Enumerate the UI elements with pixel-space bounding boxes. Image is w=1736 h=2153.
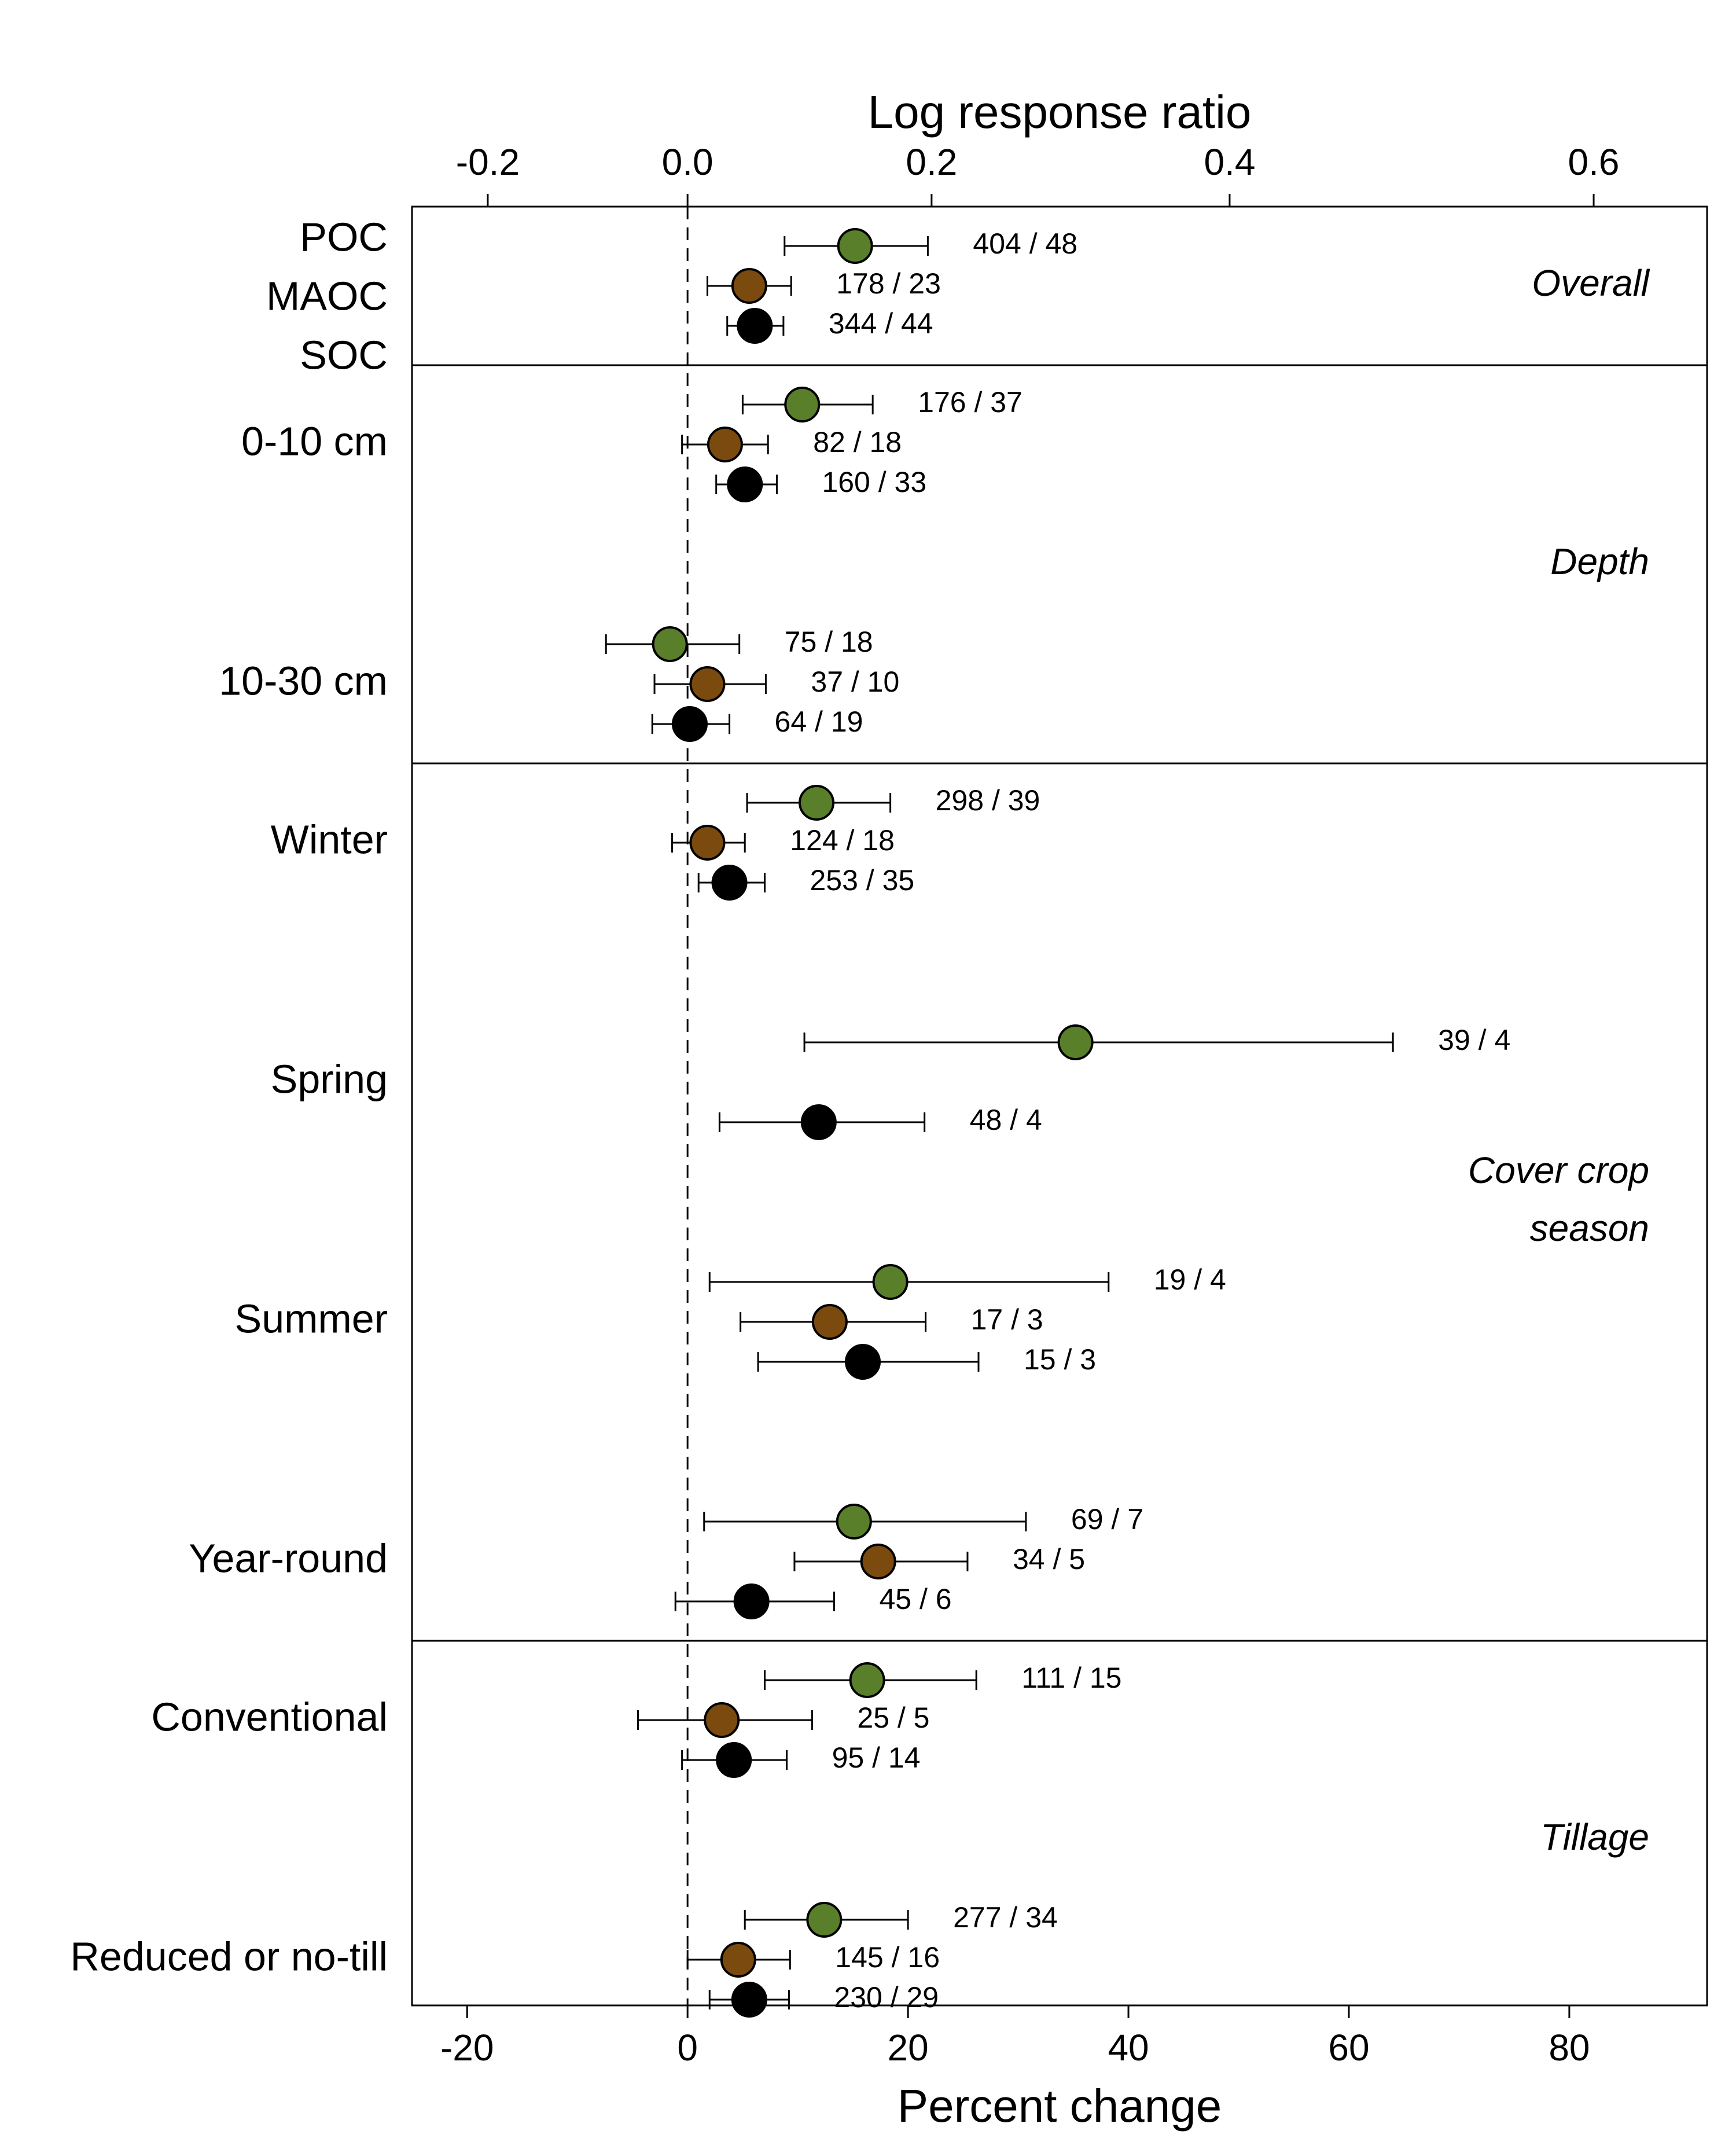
point-poc [836,1504,872,1540]
bottom-tick-label: 80 [1549,2027,1590,2069]
sample-size-label: 230 / 29 [834,1981,939,2014]
point-soc [733,1583,770,1619]
bottom-tick-label: 20 [888,2027,929,2069]
point-maoc [860,1544,896,1579]
point-poc [799,785,835,821]
group-label: 10-30 cm [219,658,388,703]
point-poc [806,1902,843,1938]
bottom-tick-label: -20 [440,2027,494,2069]
sample-size-label: 34 / 5 [1013,1543,1085,1575]
sample-size-label: 176 / 37 [918,386,1023,418]
point-soc [711,865,748,901]
point-poc [1057,1024,1094,1060]
bottom-tick-label: 40 [1108,2027,1149,2069]
sample-size-label: 124 / 18 [790,824,895,857]
sample-size-label: 145 / 16 [835,1941,940,1974]
sample-size-label: 48 / 4 [970,1104,1042,1136]
group-label: Spring [271,1056,388,1101]
sample-size-label: 160 / 33 [822,466,926,498]
sample-size-label: 25 / 5 [857,1702,929,1734]
bottom-tick-label: 0 [677,2027,698,2069]
group-label: Reduced or no-till [70,1934,388,1979]
point-soc [671,706,708,742]
sample-size-label: 64 / 19 [775,706,863,738]
point-maoc [704,1702,740,1738]
bottom-axis-title: Percent change [898,2080,1222,2132]
panel-label: Tillage [1540,1816,1649,1858]
point-soc [737,308,773,344]
sample-size-label: 111 / 15 [1021,1662,1121,1694]
row-label: MAOC [266,273,388,318]
sample-size-label: 82 / 18 [813,426,902,458]
row-label: POC [300,214,388,259]
point-maoc [720,1942,756,1978]
point-poc [837,228,873,264]
point-poc [784,387,821,422]
point-maoc [689,666,726,702]
point-maoc [707,427,743,462]
top-tick-label: 0.4 [1204,141,1255,183]
point-maoc [689,825,726,861]
row-label: SOC [300,332,388,377]
sample-size-label: 15 / 3 [1024,1343,1096,1376]
sample-size-label: 19 / 4 [1154,1263,1226,1296]
point-maoc [811,1304,848,1340]
panel-label: Overall [1532,262,1650,304]
sample-size-label: 277 / 34 [953,1901,1058,1934]
sample-size-label: 344 / 44 [829,307,933,340]
sample-size-label: 45 / 6 [879,1583,951,1615]
point-soc [800,1104,837,1140]
bottom-tick-label: 60 [1328,2027,1369,2069]
sample-size-label: 75 / 18 [785,626,873,658]
sample-size-label: 69 / 7 [1071,1503,1143,1535]
point-soc [731,1982,767,2018]
top-tick-label: 0.6 [1568,141,1620,183]
group-label: Year-round [189,1535,388,1581]
sample-size-label: 298 / 39 [936,784,1040,817]
plot-frame [411,205,1708,2007]
sample-size-label: 39 / 4 [1438,1024,1510,1056]
top-tick-label: 0.0 [662,141,713,183]
top-axis-title: Log response ratio [868,86,1252,138]
top-tick-label: 0.2 [906,141,957,183]
top-tick-label: -0.2 [456,141,520,183]
panel-label: season [1530,1207,1649,1249]
point-soc [727,466,763,502]
sample-size-label: 37 / 10 [811,666,899,698]
group-label: Winter [271,817,388,862]
group-label: Summer [235,1296,388,1341]
sample-size-label: 178 / 23 [836,267,941,300]
sample-size-label: 17 / 3 [971,1303,1043,1336]
panel-label: Depth [1550,541,1649,582]
point-poc [849,1662,885,1698]
sample-size-label: 253 / 35 [810,864,914,897]
point-maoc [731,268,767,304]
point-poc [652,626,688,662]
panel-label: Cover crop [1468,1149,1649,1191]
sample-size-label: 95 / 14 [832,1741,921,1774]
point-poc [872,1264,909,1300]
group-label: Conventional [151,1694,388,1739]
sample-size-label: 404 / 48 [973,227,1077,260]
point-soc [845,1344,881,1380]
point-soc [716,1742,752,1778]
group-label: 0-10 cm [241,418,388,464]
